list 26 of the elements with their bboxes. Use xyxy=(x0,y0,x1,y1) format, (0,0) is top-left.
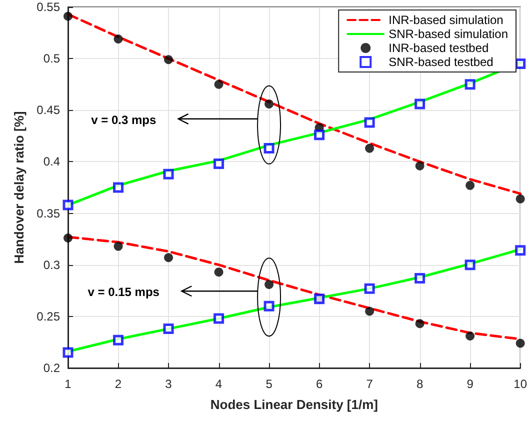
y-tick-label: 0.45 xyxy=(36,103,60,118)
y-axis-title: Handover delay ratio [%] xyxy=(12,111,27,264)
y-tick-label: 0.25 xyxy=(36,309,60,324)
x-tick-label: 7 xyxy=(366,377,374,391)
legend-label: SNR-based simulation xyxy=(388,27,508,41)
x-tick-label: 5 xyxy=(266,377,273,391)
annotation: v = 0.3 mps xyxy=(91,112,156,127)
y-tick-label: 0.35 xyxy=(36,206,60,220)
legend-label: INR-based testbed xyxy=(388,41,489,55)
x-tick-label: 1 xyxy=(64,377,72,391)
x-tick-label: 8 xyxy=(416,377,424,391)
y-tick-label: 0.3 xyxy=(43,258,60,272)
y-tick-label: 0.55 xyxy=(36,0,60,14)
annotation: v = 0.15 mps xyxy=(88,285,160,300)
legend-label: INR-based simulation xyxy=(388,13,504,27)
x-tick-label: 6 xyxy=(316,377,323,391)
y-tick-label: 0.4 xyxy=(43,154,60,169)
legend-label: SNR-based testbed xyxy=(388,55,494,69)
x-tick-label: 3 xyxy=(165,377,172,391)
x-tick-label: 4 xyxy=(215,377,222,391)
y-tick-label: 0.5 xyxy=(43,52,60,66)
x-tick-label: 2 xyxy=(114,377,122,391)
y-tick-label: 0.2 xyxy=(43,361,60,375)
x-tick-label: 9 xyxy=(466,377,474,391)
x-axis-title: Nodes Linear Density [1/m] xyxy=(210,397,378,412)
x-tick-label: 10 xyxy=(514,377,528,391)
